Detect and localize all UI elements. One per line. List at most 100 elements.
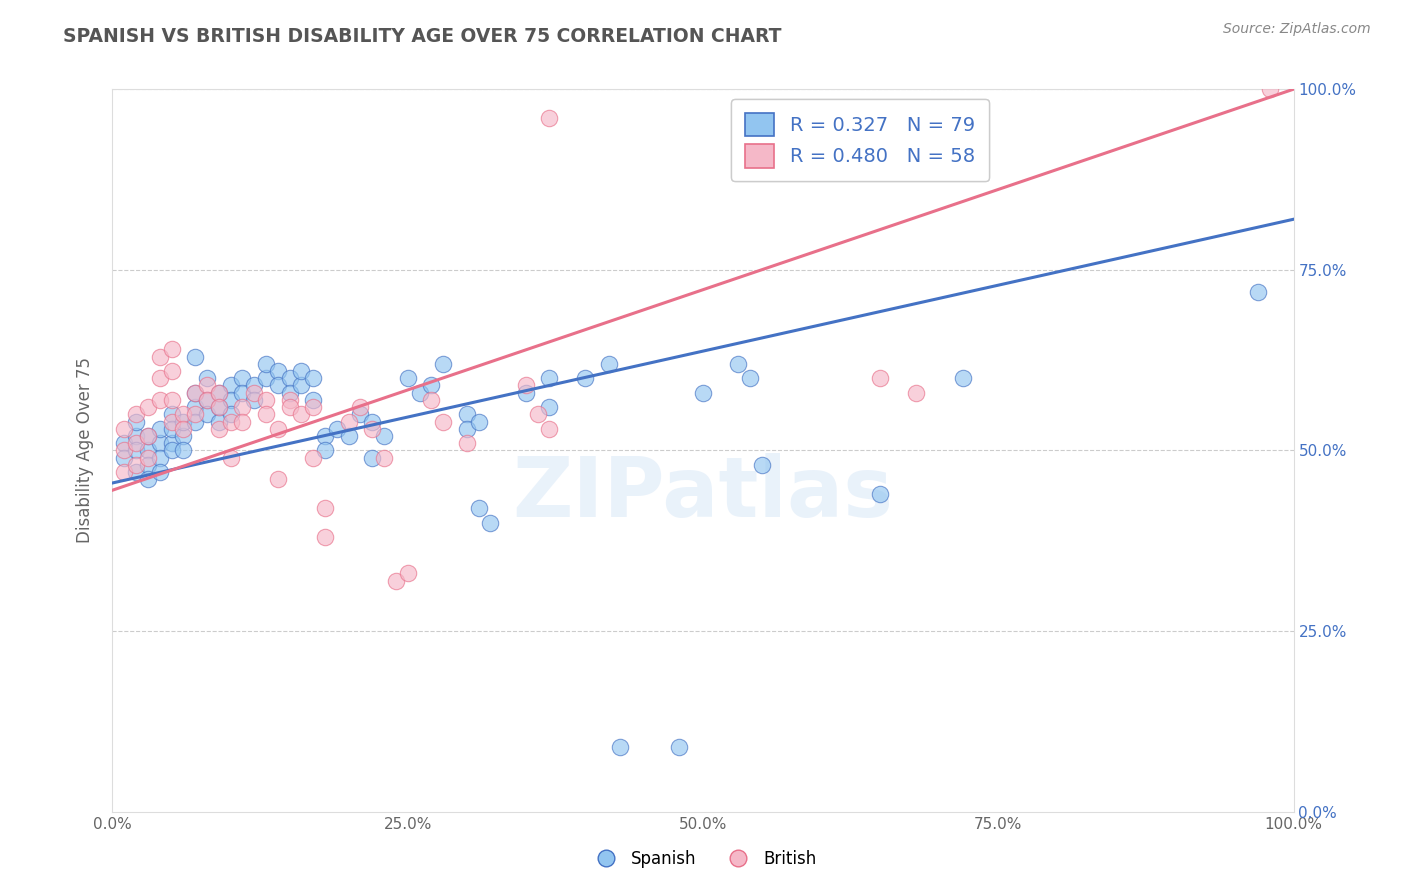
- Point: [267, 472, 290, 486]
- Point: [278, 371, 301, 385]
- Point: [243, 385, 266, 400]
- Point: [231, 371, 253, 385]
- Point: [349, 407, 371, 421]
- Point: [326, 422, 349, 436]
- Point: [208, 385, 231, 400]
- Point: [172, 415, 194, 429]
- Point: [290, 378, 312, 392]
- Point: [160, 343, 183, 357]
- Point: [302, 371, 325, 385]
- Point: [136, 400, 159, 414]
- Point: [243, 392, 266, 407]
- Point: [184, 415, 207, 429]
- Point: [254, 357, 277, 371]
- Point: [184, 385, 207, 400]
- Point: [125, 458, 148, 472]
- Point: [125, 429, 148, 443]
- Point: [869, 371, 891, 385]
- Point: [290, 364, 312, 378]
- Point: [208, 400, 231, 414]
- Point: [396, 566, 419, 581]
- Point: [136, 429, 159, 443]
- Point: [952, 371, 974, 385]
- Point: [149, 350, 172, 364]
- Point: [834, 103, 856, 118]
- Point: [432, 357, 454, 371]
- Point: [125, 415, 148, 429]
- Point: [278, 385, 301, 400]
- Point: [184, 385, 207, 400]
- Point: [254, 407, 277, 421]
- Point: [692, 385, 714, 400]
- Y-axis label: Disability Age Over 75: Disability Age Over 75: [76, 358, 94, 543]
- Point: [231, 400, 253, 414]
- Point: [172, 407, 194, 421]
- Point: [420, 378, 443, 392]
- Point: [302, 392, 325, 407]
- Point: [396, 371, 419, 385]
- Point: [195, 378, 218, 392]
- Point: [538, 111, 561, 125]
- Point: [219, 415, 242, 429]
- Point: [195, 392, 218, 407]
- Point: [515, 378, 537, 392]
- Point: [184, 350, 207, 364]
- Point: [149, 422, 172, 436]
- Point: [456, 436, 478, 450]
- Point: [136, 472, 159, 486]
- Point: [136, 458, 159, 472]
- Point: [254, 371, 277, 385]
- Point: [751, 458, 773, 472]
- Point: [278, 400, 301, 414]
- Point: [172, 443, 194, 458]
- Point: [160, 407, 183, 421]
- Point: [208, 385, 231, 400]
- Point: [467, 415, 489, 429]
- Point: [112, 436, 135, 450]
- Point: [479, 516, 502, 530]
- Point: [149, 392, 172, 407]
- Point: [337, 429, 360, 443]
- Point: [112, 443, 135, 458]
- Point: [267, 378, 290, 392]
- Point: [869, 487, 891, 501]
- Point: [149, 371, 172, 385]
- Point: [598, 357, 620, 371]
- Point: [208, 422, 231, 436]
- Point: [314, 530, 336, 544]
- Point: [254, 392, 277, 407]
- Point: [373, 450, 395, 465]
- Point: [172, 429, 194, 443]
- Point: [195, 371, 218, 385]
- Point: [408, 385, 430, 400]
- Point: [267, 422, 290, 436]
- Point: [349, 400, 371, 414]
- Legend: Spanish, British: Spanish, British: [583, 844, 823, 875]
- Point: [219, 450, 242, 465]
- Point: [125, 436, 148, 450]
- Point: [538, 400, 561, 414]
- Point: [574, 371, 596, 385]
- Point: [208, 400, 231, 414]
- Point: [184, 400, 207, 414]
- Point: [420, 392, 443, 407]
- Point: [184, 407, 207, 421]
- Point: [314, 443, 336, 458]
- Point: [149, 436, 172, 450]
- Point: [112, 465, 135, 479]
- Text: SPANISH VS BRITISH DISABILITY AGE OVER 75 CORRELATION CHART: SPANISH VS BRITISH DISABILITY AGE OVER 7…: [63, 27, 782, 45]
- Point: [125, 465, 148, 479]
- Point: [668, 739, 690, 754]
- Point: [160, 443, 183, 458]
- Point: [172, 422, 194, 436]
- Point: [361, 415, 384, 429]
- Point: [160, 436, 183, 450]
- Point: [337, 415, 360, 429]
- Text: ZIPatlas: ZIPatlas: [513, 453, 893, 534]
- Point: [373, 429, 395, 443]
- Point: [314, 429, 336, 443]
- Point: [538, 422, 561, 436]
- Point: [149, 450, 172, 465]
- Point: [904, 385, 927, 400]
- Point: [219, 378, 242, 392]
